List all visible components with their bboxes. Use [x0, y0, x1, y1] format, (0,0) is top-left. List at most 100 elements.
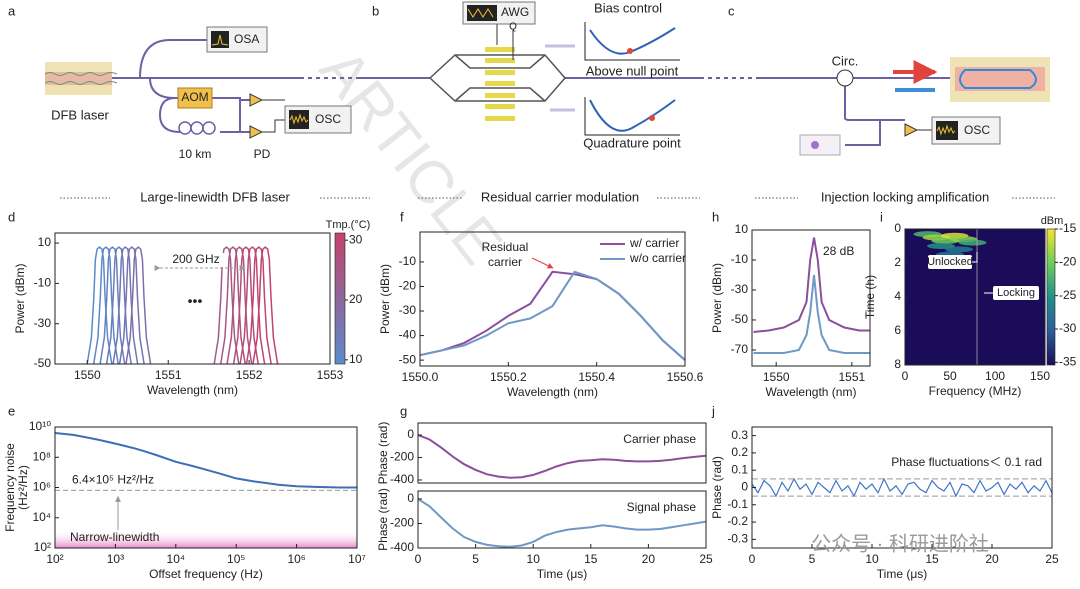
label: DFB laser [51, 107, 109, 122]
x-tick-label: 50 [943, 369, 957, 383]
diagram-b: AWG Q Bias control Above null point Quad… [360, 0, 760, 150]
colorbar [1046, 228, 1056, 366]
x-tick-label: 10² [46, 552, 63, 566]
icon [211, 31, 229, 48]
diagram-a: OSA AOM 10 km OSC DFB laser PD [44, 26, 360, 161]
x-axis-label: Time (μs) [537, 567, 587, 581]
x-tick-label: 10⁷ [348, 552, 366, 566]
y-tick-label: -50 [34, 356, 52, 370]
annotation: Residual [482, 240, 529, 254]
x-tick-label: 1551 [155, 368, 182, 382]
y-axis-label: Power (dBm) [378, 264, 392, 334]
y-tick-label: 10⁴ [32, 510, 51, 524]
icon [289, 113, 309, 125]
y-tick-label: -40 [399, 328, 417, 342]
y-tick-label: 6 [894, 323, 901, 337]
series-line [420, 270, 685, 361]
frame [417, 490, 707, 549]
plot-area [418, 434, 706, 479]
y-axis-label: Frequency noise [3, 443, 17, 532]
annotation: Signal phase [627, 500, 697, 514]
x-tick-label: 10 [865, 552, 879, 566]
frame [419, 231, 686, 367]
bias-point [627, 48, 633, 54]
x-axis-label: Wavelength (nm) [507, 385, 598, 399]
circulator [836, 69, 854, 87]
icon [467, 8, 494, 18]
annotation: carrier [488, 255, 522, 269]
annotation: 200 GHz [172, 252, 219, 266]
callout [928, 255, 972, 269]
label: AOM [181, 90, 208, 104]
y-axis-label: Power (dBm) [710, 263, 724, 333]
x-axis-label: Time (μs) [877, 567, 927, 581]
series-line [418, 434, 706, 479]
label: OSC [964, 123, 990, 137]
ellipsis: ••• [188, 293, 203, 309]
x-tick-label: 5 [809, 552, 816, 566]
panel-label: d [8, 209, 15, 224]
wire [496, 24, 514, 60]
x-tick-label: 1550.2 [490, 370, 527, 384]
x-tick-label: 1550 [763, 370, 790, 384]
y-tick-label: 10¹⁰ [29, 419, 51, 433]
icon [936, 124, 956, 136]
y-axis-label: Phase (rad) [376, 488, 390, 551]
label: Bias control [594, 0, 662, 15]
y-tick-label: -0.1 [727, 497, 748, 511]
panel-label: a [8, 3, 16, 18]
y-tick-label: 10⁸ [33, 449, 51, 463]
diagram-c: Circ. OSC [760, 53, 1050, 156]
y-tick-label: 0.3 [731, 428, 748, 442]
y-tick-label: -10 [731, 252, 749, 266]
panel-label: e [8, 403, 15, 418]
bias-point [649, 115, 655, 121]
annotation: 6.4×10⁵ Hz²/Hz [72, 473, 154, 487]
series-line [752, 477, 1052, 498]
peak [252, 246, 279, 364]
colorbar-title: Tmp.(°C) [326, 219, 371, 231]
y-tick-label: 4 [894, 289, 901, 303]
y-tick-label: -50 [399, 352, 417, 366]
y-tick-label: -10 [399, 254, 417, 268]
arrow [531, 257, 554, 269]
y-tick-label: -400 [390, 540, 414, 554]
panel-label: c [728, 3, 735, 18]
y-tick-label: -400 [390, 472, 414, 486]
series-line [753, 274, 870, 354]
arrow [545, 44, 575, 112]
label: AWG [501, 5, 529, 19]
pd [249, 93, 264, 139]
y-tick-label: 10⁶ [33, 480, 51, 494]
x-tick-label: 1550.6 [667, 370, 704, 384]
series-line [753, 237, 870, 333]
frame [904, 228, 1046, 366]
x-tick-label: 15 [584, 552, 598, 566]
x-tick-label: 0 [415, 552, 422, 566]
icon [211, 34, 229, 46]
plot-area [420, 270, 685, 361]
fiber-coil [178, 121, 216, 135]
chart: f 1550.0 1550.2 1550.4 1550.6 -10 -20 -30 -40 -50… [378, 209, 704, 399]
colorbar-tick-label: 30 [349, 232, 363, 246]
annotation: Carrier phase [623, 432, 696, 446]
y-tick-label: 0 [407, 491, 414, 505]
colorbar [334, 232, 346, 365]
section-title: Injection locking amplification [821, 189, 989, 204]
y-tick-label: -200 [390, 516, 414, 530]
x-tick-label: 10⁴ [167, 552, 186, 566]
pd [904, 123, 919, 137]
band-label: Narrow-linewidth [70, 530, 159, 544]
heat-cell [927, 243, 956, 249]
series-line [55, 432, 357, 489]
modulator [428, 54, 566, 102]
label: OSC [315, 112, 341, 126]
x-tick-label: 0 [749, 552, 756, 566]
x-tick-label: 10⁶ [287, 552, 305, 566]
icon [936, 121, 958, 140]
label: 10 km [179, 147, 212, 161]
x-tick-label: 15 [925, 552, 939, 566]
